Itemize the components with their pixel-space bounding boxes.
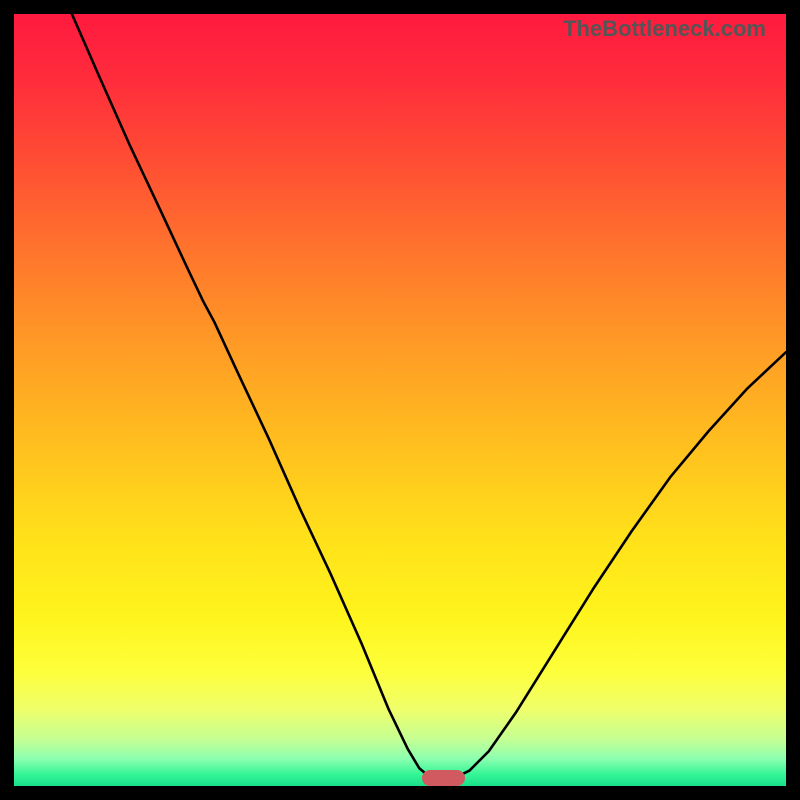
optimum-marker bbox=[422, 770, 465, 786]
chart-frame: TheBottleneck.com bbox=[14, 14, 786, 786]
chart-background bbox=[14, 14, 786, 786]
plot-area bbox=[14, 14, 786, 786]
watermark-text: TheBottleneck.com bbox=[563, 16, 766, 42]
